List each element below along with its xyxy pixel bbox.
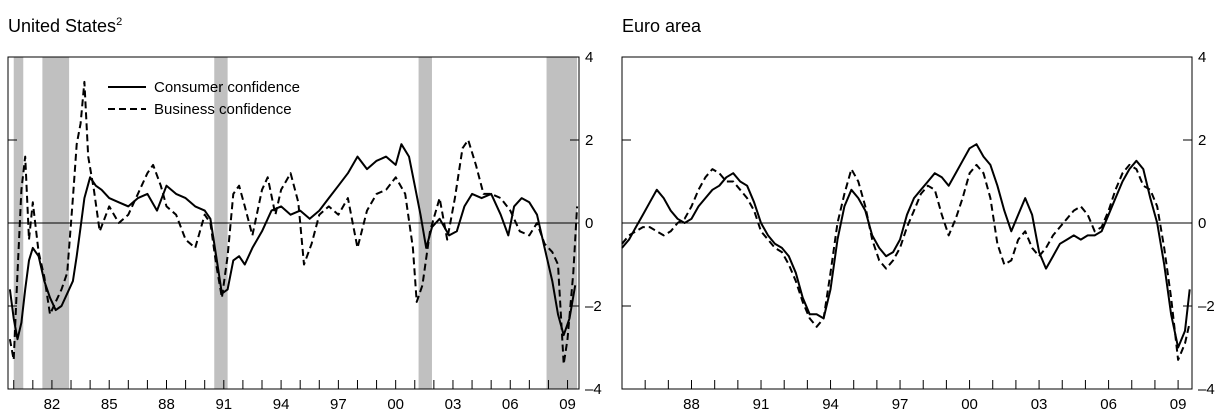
- x-tick-label: 91: [753, 396, 770, 413]
- x-tick-label: 91: [215, 396, 232, 413]
- y-tick-label: –4: [1198, 381, 1215, 398]
- series-line-solid: [8, 143, 577, 341]
- x-tick-label: 94: [273, 396, 290, 413]
- y-tick-label: 0: [1198, 215, 1206, 232]
- x-tick-label: 06: [1100, 396, 1117, 413]
- x-tick-label: 85: [101, 396, 118, 413]
- x-tick-label: 06: [502, 396, 519, 413]
- legend-label: Business confidence: [154, 101, 292, 118]
- y-tick-label: 2: [1198, 132, 1206, 149]
- y-tick-label: 4: [585, 49, 593, 66]
- x-tick-label: 82: [44, 396, 61, 413]
- y-tick-label: –2: [585, 298, 602, 315]
- y-tick-label: 4: [1198, 49, 1206, 66]
- series-line-dashed: [8, 80, 579, 366]
- x-tick-label: 03: [445, 396, 462, 413]
- y-tick-label: 0: [585, 215, 593, 232]
- panel-title-text: Euro area: [622, 16, 702, 36]
- y-tick-label: –2: [1198, 298, 1215, 315]
- x-tick-label: 00: [387, 396, 404, 413]
- x-tick-label: 00: [961, 396, 978, 413]
- panel-title-footnote: 2: [116, 16, 123, 28]
- x-tick-label: 03: [1031, 396, 1048, 413]
- series-line-dashed: [621, 163, 1191, 361]
- x-tick-label: 94: [822, 396, 839, 413]
- panel-title-euro-area: Euro area: [622, 16, 701, 37]
- panel-title-text: United States: [8, 16, 117, 36]
- x-tick-label: 97: [892, 396, 909, 413]
- x-tick-label: 97: [330, 396, 347, 413]
- x-tick-label: 09: [1170, 396, 1187, 413]
- legend-label: Consumer confidence: [154, 79, 300, 96]
- x-tick-label: 88: [683, 396, 700, 413]
- x-tick-label: 88: [158, 396, 175, 413]
- y-tick-label: –4: [585, 381, 602, 398]
- x-tick-label: 09: [559, 396, 576, 413]
- y-tick-label: 2: [585, 132, 593, 149]
- panel-title-united-states: United States2: [8, 16, 122, 37]
- series-line-solid: [621, 143, 1191, 349]
